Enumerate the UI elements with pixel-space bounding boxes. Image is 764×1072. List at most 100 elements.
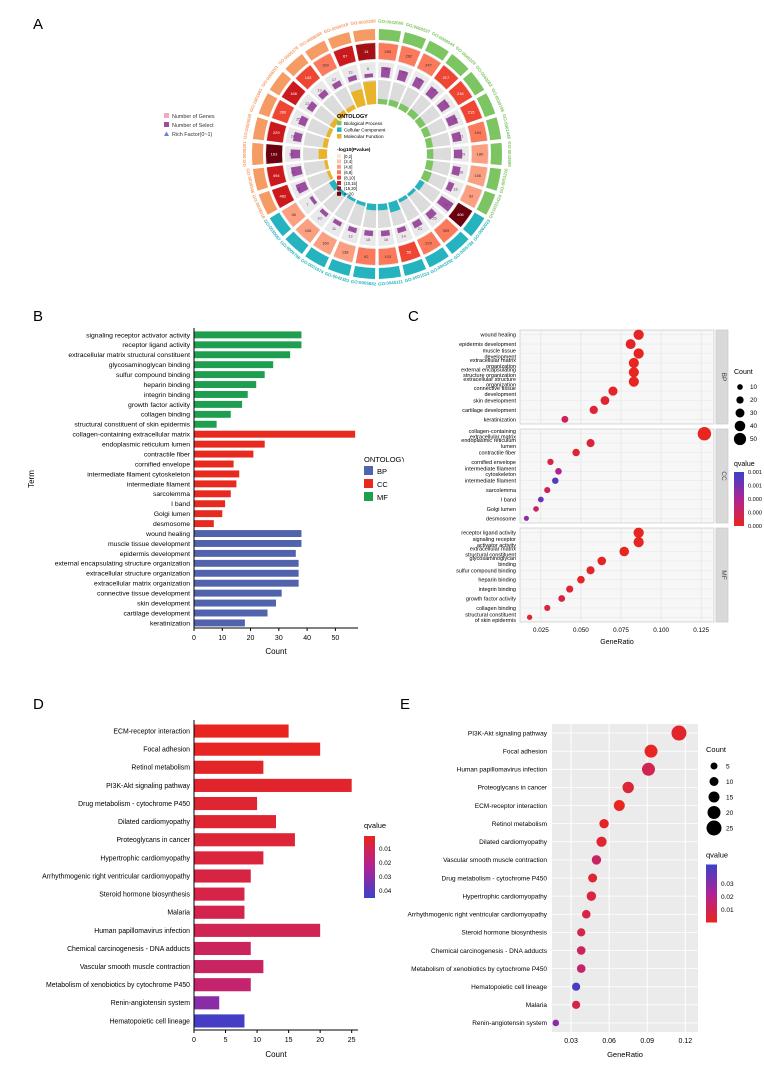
ontology-legend-title: ONTOLOGY — [364, 455, 404, 464]
panel-b-chart: signaling receptor activator activity rec… — [24, 322, 406, 667]
panel-e-chart: PI3K-Akt signaling pathway Focal adhesion… — [394, 712, 762, 1069]
pathway-label: Proteoglycans in cancer — [116, 837, 190, 844]
term-bar — [194, 520, 214, 528]
rich-legend-swatch — [164, 131, 169, 136]
term-label: structural constituent — [465, 612, 516, 618]
genes-count: 106 — [305, 228, 312, 233]
count-legend-label: 20 — [750, 397, 758, 404]
ontology-arc — [327, 258, 352, 276]
count-legend-dot — [735, 408, 745, 418]
genes-count: 67 — [343, 54, 348, 59]
qvalue-tick-label: 0.00025 — [748, 524, 762, 530]
pvalue-block — [460, 100, 483, 124]
genes-count: 494 — [273, 173, 280, 178]
rich-track — [303, 132, 330, 148]
term-dot — [537, 496, 544, 503]
pathway-label: Drug metabolism - cytochrome P450 — [78, 801, 190, 808]
select-count: 31 — [459, 134, 463, 139]
term-label: epidermis development — [120, 551, 190, 558]
pathway-label: Vascular smooth muscle contraction — [80, 964, 190, 971]
term-label: extracellular structure organization — [86, 571, 190, 578]
term-dot — [547, 458, 554, 466]
pvalue-block — [266, 121, 287, 143]
qvalue-legend-title: qvalue — [364, 821, 386, 830]
term-dot — [600, 396, 610, 405]
go-id-label: GO:0042060 — [378, 18, 404, 26]
term-label: extracellular matrix — [470, 435, 516, 441]
select-count: 57 — [444, 202, 448, 207]
select-bar — [290, 149, 301, 159]
term-dot — [572, 448, 580, 457]
term-label: muscle tissue — [483, 349, 516, 355]
qvalue-tick-label: 0.02 — [379, 860, 392, 867]
term-bar — [194, 331, 302, 339]
term-label: heparin binding — [478, 578, 516, 584]
term-label: cornified envelope — [135, 461, 190, 468]
select-bar — [380, 66, 391, 78]
pathway-dot — [613, 800, 625, 812]
go-id-label: GO:0045111 — [378, 279, 404, 287]
legend-swatch — [364, 466, 373, 475]
pvalue-block — [313, 231, 338, 255]
rich-track — [377, 80, 392, 105]
rich-bar — [377, 203, 388, 211]
panel-e-label: E — [400, 696, 411, 713]
select-bar — [453, 149, 463, 159]
pvalue-block — [281, 81, 306, 106]
rich-bar — [377, 98, 388, 105]
pathway-dot — [586, 891, 597, 901]
pathway-dot — [577, 928, 586, 937]
pathway-bar — [194, 760, 264, 774]
pathway-dot — [581, 909, 591, 919]
rich-bar — [420, 126, 431, 138]
term-dot — [628, 376, 639, 387]
pathway-bar — [194, 941, 251, 956]
term-label: skin development — [473, 399, 516, 405]
pathway-label: Hematopoietic cell lineage — [110, 1018, 191, 1025]
count-legend-dot — [707, 806, 721, 819]
ontology-arc — [445, 54, 469, 77]
term-label: activator activity — [477, 543, 516, 549]
genes-count: 194 — [474, 130, 481, 135]
select-bar — [425, 208, 437, 220]
ontology-arc — [285, 231, 309, 254]
term-label: sarcolemma — [153, 491, 190, 498]
genes-count: 103 — [384, 254, 391, 259]
qvalue-tick-label: 0.00050 — [748, 511, 762, 517]
term-label: of skin epidermis — [475, 618, 517, 624]
rich-bar — [336, 109, 347, 120]
select-count: 11 — [332, 226, 336, 231]
genes-count: 138 — [342, 249, 349, 254]
select-count: 16 — [384, 237, 388, 242]
term-label: signaling receptor activator activity — [86, 332, 190, 339]
term-label: collagen-containing extracellular matrix — [73, 432, 191, 439]
pathway-label: Retinol metabolism — [131, 765, 190, 772]
count-legend-label: 50 — [750, 436, 758, 443]
term-bar — [194, 530, 302, 537]
x-axis-title: Count — [265, 1050, 287, 1059]
x-tick-label: 0.03 — [564, 1038, 578, 1045]
count-legend-label: 20 — [726, 810, 734, 817]
term-bar — [194, 371, 265, 379]
genes-count: 288 — [384, 49, 391, 54]
term-dot — [552, 477, 559, 484]
pvalue-block — [467, 165, 488, 187]
term-label: growth factor activity — [466, 597, 516, 603]
ontology-arc — [252, 167, 269, 191]
term-label: integrin binding — [144, 392, 190, 399]
term-bar — [194, 351, 291, 359]
ontology-arc — [424, 40, 449, 61]
qvalue-legend-title: qvalue — [706, 851, 728, 860]
facet-strip — [715, 527, 729, 623]
term-label: endoplasmic reticulum — [461, 438, 516, 444]
term-label: I band — [501, 498, 516, 504]
pvalue-bucket-label: (2,4] — [344, 159, 352, 164]
term-label: intermediate filament — [465, 479, 517, 485]
term-label: wound healing — [145, 531, 190, 538]
term-bar — [194, 420, 217, 428]
term-label: structural constituent of skin epidermis — [74, 422, 190, 429]
select-track — [298, 93, 320, 115]
rich-bar — [325, 127, 334, 138]
genes-count: 309 — [443, 228, 450, 233]
genes-count: 92 — [364, 254, 369, 259]
